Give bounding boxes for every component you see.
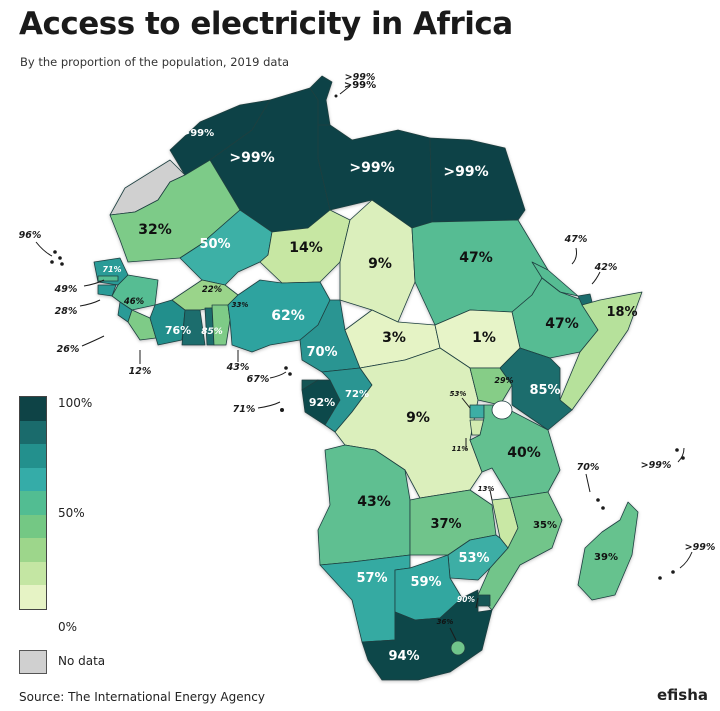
legend-step bbox=[19, 561, 47, 585]
legend-step bbox=[19, 396, 47, 421]
region-value-label: 22% bbox=[202, 285, 223, 295]
region-south-africa bbox=[361, 589, 493, 681]
region-value-label: >99% bbox=[229, 150, 274, 166]
region-value-label: 37% bbox=[430, 517, 461, 532]
region-value-label: 46% bbox=[123, 297, 145, 307]
region-gambia bbox=[97, 275, 119, 282]
region-value-label: 1% bbox=[472, 330, 496, 346]
region-value-label: 18% bbox=[606, 305, 637, 320]
island-value-label: >99% bbox=[345, 72, 376, 83]
region-value-label: >99% bbox=[443, 164, 488, 180]
region-eritrea bbox=[531, 261, 579, 297]
region-tanzania bbox=[469, 404, 561, 499]
region-value-label: 14% bbox=[289, 240, 323, 256]
region-value-label: 36% bbox=[437, 618, 454, 626]
legend-top-label: 100% bbox=[58, 396, 93, 410]
region-value-label: 62% bbox=[271, 308, 305, 324]
region-egypt bbox=[429, 137, 526, 223]
page-subtitle: By the proportion of the population, 201… bbox=[20, 55, 290, 69]
island-value-label: 70% bbox=[577, 462, 600, 473]
island-value-label: 26% bbox=[57, 344, 80, 355]
region-value-label: 59% bbox=[410, 575, 441, 590]
region-value-label: 11% bbox=[452, 445, 469, 453]
region-value-label: 94% bbox=[388, 649, 419, 664]
region-value-label: 76% bbox=[165, 324, 191, 337]
region-value-label: 85% bbox=[529, 383, 560, 398]
brand-logo: efisha bbox=[656, 686, 708, 704]
region-value-label: >99% bbox=[344, 80, 376, 91]
region-value-label: 70% bbox=[306, 345, 337, 360]
island-value-label: 43% bbox=[226, 362, 250, 373]
region-value-label: 72% bbox=[345, 389, 369, 400]
region-mozambique bbox=[477, 491, 563, 611]
legend-step bbox=[19, 491, 47, 515]
country-shapes bbox=[93, 75, 643, 681]
region-value-label: 57% bbox=[356, 571, 387, 586]
region-value-label: 29% bbox=[494, 376, 513, 385]
region-madagascar bbox=[577, 501, 639, 601]
legend-nodata-swatch bbox=[19, 650, 47, 674]
legend-step bbox=[19, 420, 47, 444]
legend-mid-label: 50% bbox=[58, 506, 85, 520]
island-value-label: 49% bbox=[54, 284, 78, 295]
region-zimbabwe bbox=[447, 534, 509, 581]
island-value-label: 96% bbox=[19, 230, 42, 241]
legend-step bbox=[19, 444, 47, 468]
island-value-label: 28% bbox=[55, 306, 78, 317]
region-value-label: 9% bbox=[406, 410, 430, 426]
region-value-label: 33% bbox=[232, 301, 249, 309]
legend-step bbox=[19, 467, 47, 491]
region-value-label: 47% bbox=[545, 316, 579, 332]
island-value-label: 71% bbox=[233, 404, 256, 415]
region-value-label: 32% bbox=[138, 222, 172, 238]
island-value-label: 67% bbox=[247, 374, 270, 385]
region-value-label: 13% bbox=[478, 485, 495, 493]
legend-bottom-label: 0% bbox=[58, 620, 78, 634]
region-mali bbox=[179, 209, 273, 286]
island-value-label: 12% bbox=[129, 366, 152, 377]
region-eswatini bbox=[477, 594, 491, 607]
region-value-label: >99% bbox=[182, 128, 214, 139]
region-value-label: 90% bbox=[457, 595, 475, 604]
region-value-label: 47% bbox=[459, 250, 493, 266]
region-ghana bbox=[181, 309, 206, 346]
region-value-label: 40% bbox=[507, 445, 541, 461]
region-value-label: 35% bbox=[533, 520, 557, 531]
region-uganda bbox=[469, 367, 513, 406]
source-note: Source: The International Energy Agency bbox=[19, 690, 265, 704]
region-benin bbox=[211, 304, 231, 346]
region-value-label: 85% bbox=[201, 327, 223, 337]
region-value-label: 39% bbox=[594, 552, 618, 563]
legend-step bbox=[19, 514, 47, 538]
legend-color-scale bbox=[19, 396, 47, 610]
island-value-label: >99% bbox=[685, 542, 716, 553]
island-value-label: 47% bbox=[564, 234, 588, 245]
island-markers bbox=[50, 94, 685, 580]
region-value-label: 53% bbox=[450, 390, 467, 398]
region-value-label: 53% bbox=[458, 551, 489, 566]
island-value-label: >99% bbox=[641, 460, 672, 471]
region-value-label: 3% bbox=[382, 330, 406, 346]
legend-nodata-label: No data bbox=[58, 654, 106, 668]
region-somalia bbox=[559, 291, 643, 411]
region-value-label: >99% bbox=[349, 160, 394, 176]
region-value-label: 92% bbox=[309, 396, 335, 409]
region-rwanda bbox=[469, 404, 485, 419]
lake-victoria bbox=[491, 400, 513, 420]
region-value-label: 50% bbox=[199, 237, 230, 252]
region-mauritania bbox=[109, 159, 241, 263]
region-value-label: 43% bbox=[357, 494, 391, 510]
region-value-label: 9% bbox=[368, 256, 392, 272]
region-kenya bbox=[499, 347, 573, 431]
region-lesotho bbox=[450, 640, 466, 656]
region-tunisia bbox=[309, 75, 333, 126]
page-title: Access to electricity in Africa bbox=[19, 6, 513, 42]
legend-step bbox=[19, 585, 47, 610]
label-arrows bbox=[35, 85, 693, 641]
region-value-label: 71% bbox=[102, 265, 121, 274]
legend-step bbox=[19, 538, 47, 562]
island-value-label: 42% bbox=[594, 262, 618, 273]
